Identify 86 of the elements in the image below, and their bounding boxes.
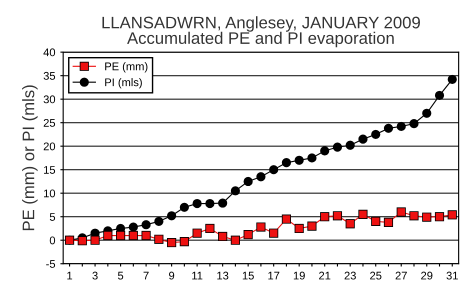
point [294,224,304,234]
point [205,198,214,208]
x-tick-label: 7 [144,272,149,280]
y-axis-title: PE (mm) or PI (mls) [22,85,38,230]
point [180,237,189,246]
point [358,210,368,219]
point [192,228,202,238]
point [167,211,176,220]
point [371,216,380,226]
point [422,108,432,118]
point [307,153,317,163]
point [358,134,368,144]
point [332,142,342,152]
x-tick-label: 29 [421,272,432,280]
y-tick-label: 40 [43,48,56,56]
point [103,230,112,240]
point [167,238,176,248]
point [448,74,457,84]
y-tick-label: 25 [44,118,56,127]
point [434,90,444,100]
point [409,211,419,220]
point [434,212,444,222]
x-tick-label: 9 [169,272,174,280]
point [269,228,278,238]
x-tick-label: 31 [446,272,458,280]
point [154,216,164,226]
point [294,156,304,165]
y-tick-label: 5 [50,213,56,221]
point [128,230,138,240]
x-tick-label: 3 [92,272,98,280]
point [78,236,87,246]
point [205,224,214,234]
y-tick-label: 15 [44,166,56,174]
x-tick-label: 13 [217,272,228,280]
chart-title: LLANSADWRN, Anglesey, JANUARY 2009 Accumulated PE and PI evaporation [102,16,420,48]
point [346,140,355,150]
point [218,232,228,242]
point [269,165,278,174]
point [332,211,342,220]
point [320,146,330,156]
legend-label: PI (mls) [105,78,142,88]
y-tick-label: 35 [44,72,56,80]
point [116,230,126,240]
x-tick-label: 27 [396,272,407,280]
point [154,234,164,244]
y-tick-label: 0 [50,236,56,244]
x-tick-label: 21 [319,272,330,280]
y-tick-label: 20 [44,142,56,150]
point [218,198,228,208]
point [371,130,380,140]
point [256,172,266,182]
point [142,220,151,230]
point [90,236,100,245]
point [448,210,457,220]
x-tick-label: 25 [370,272,382,280]
point [409,119,419,128]
point [384,124,394,133]
point [384,218,394,227]
y-tick-label: 30 [44,95,56,104]
x-tick-label: 23 [344,272,356,280]
point [192,198,202,208]
point [180,202,189,212]
x-tick-label: 19 [294,272,305,280]
point [320,212,330,222]
point [282,214,292,224]
y-tick-label: 10 [44,189,56,198]
point [128,222,138,232]
point [230,236,240,245]
x-tick-label: 15 [242,272,254,280]
point [396,207,406,217]
point [396,122,406,132]
point [230,186,240,196]
point [142,230,151,240]
x-tick-label: 5 [118,272,124,280]
point [307,222,317,231]
x-tick-label: 1 [67,272,72,280]
point [346,219,355,228]
point [244,176,253,186]
y-tick-label: -5 [46,260,56,268]
x-tick-label: 11 [192,272,202,280]
point [256,222,266,232]
point [282,158,292,168]
x-tick-label: 17 [268,272,280,280]
legend-label: PE (mm) [105,62,148,72]
point [422,212,432,222]
point [244,230,253,240]
